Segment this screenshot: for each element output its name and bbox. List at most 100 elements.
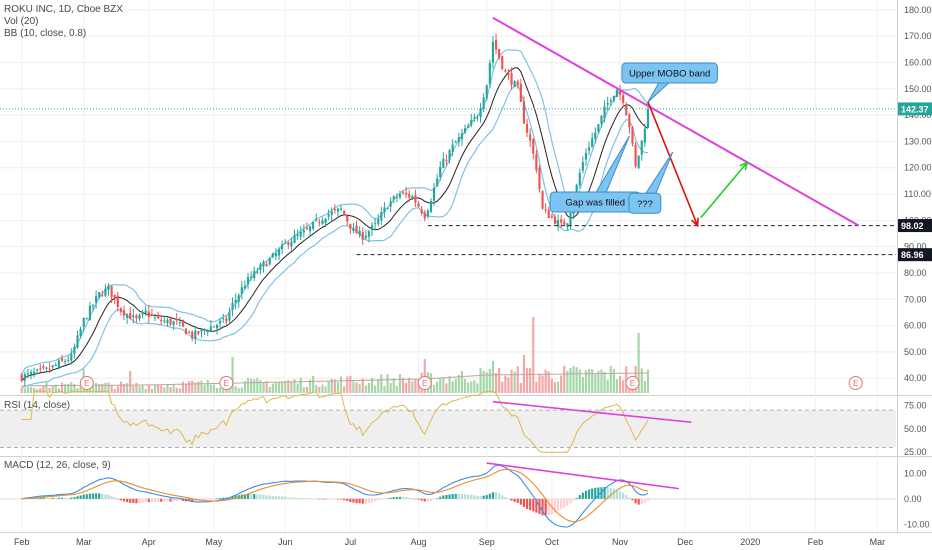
- candle-body: [110, 285, 113, 298]
- volume-bar: [222, 387, 225, 393]
- macd-histogram-bar: [541, 498, 544, 516]
- macd-histogram-bar: [352, 498, 355, 503]
- volume-bar: [566, 370, 569, 393]
- candle-body: [20, 374, 23, 381]
- macd-histogram-bar: [439, 496, 442, 499]
- volume-bar: [411, 381, 414, 393]
- macd-histogram-bar: [153, 498, 157, 502]
- candle-body: [463, 128, 467, 133]
- volume-bar: [361, 378, 364, 393]
- candle-body: [107, 285, 110, 291]
- candle-body: [209, 326, 212, 331]
- candle-body: [181, 319, 185, 327]
- macd-histogram-bar: [473, 495, 476, 499]
- macd-histogram-bar: [250, 494, 253, 499]
- macd-histogram-bar: [315, 498, 318, 500]
- volume-bar: [445, 383, 448, 393]
- macd-histogram-bar: [445, 495, 448, 499]
- candle-body: [315, 219, 318, 221]
- volume-bar: [141, 384, 144, 393]
- volume-bar: [510, 369, 513, 393]
- volume-bar: [460, 371, 464, 393]
- volume-bar: [640, 368, 643, 393]
- macd-histogram-bar: [380, 498, 383, 500]
- annotation-text: ???: [637, 199, 653, 210]
- volume-bar: [26, 386, 29, 393]
- volume-bar: [281, 381, 284, 393]
- macd-histogram-bar: [194, 498, 197, 502]
- volume-bar: [339, 376, 343, 393]
- candle-body: [188, 331, 191, 333]
- volume-bar: [147, 384, 150, 393]
- annotation-pointer: [647, 82, 670, 103]
- volume-bar: [284, 380, 287, 393]
- candle-body: [442, 158, 445, 168]
- macd-histogram-bar: [476, 495, 479, 499]
- volume-bar: [451, 381, 454, 393]
- price-tick-label: 80.00: [904, 268, 927, 278]
- candle-body: [445, 159, 448, 161]
- time-tick-label: Sep: [479, 537, 495, 547]
- candle-body: [482, 97, 485, 110]
- volume-bar: [436, 381, 439, 393]
- price-label-box: [898, 102, 932, 116]
- volume-bar: [274, 382, 278, 393]
- volume-bar: [367, 382, 371, 393]
- candle-body: [448, 150, 451, 161]
- candle-body: [147, 311, 150, 317]
- macd-histogram-bar: [408, 497, 411, 499]
- candle-body: [516, 81, 519, 86]
- candle-body: [194, 330, 197, 339]
- volume-bar: [138, 386, 141, 393]
- volume-bar: [191, 380, 194, 393]
- macd-histogram-bar: [336, 498, 340, 500]
- macd-histogram-bar: [364, 498, 367, 504]
- candle-body: [57, 360, 60, 368]
- candle-body: [432, 187, 436, 201]
- macd-histogram-bar: [271, 495, 274, 499]
- candle-body: [287, 242, 290, 245]
- candle-body: [191, 331, 194, 339]
- macd-histogram-bar: [88, 493, 91, 499]
- volume-bar: [110, 384, 113, 393]
- macd-histogram-bar: [324, 498, 327, 500]
- macd-histogram-bar: [578, 495, 581, 499]
- time-tick-label: Feb: [14, 537, 30, 547]
- volume-bar: [395, 385, 398, 393]
- macd-histogram-bar: [343, 498, 346, 501]
- volume-bar: [597, 370, 600, 393]
- macd-histogram-bar: [349, 498, 352, 502]
- volume-bar: [439, 377, 442, 393]
- volume-bar: [470, 381, 473, 393]
- candle-body: [600, 115, 603, 124]
- price-tick-label: 90.00: [904, 242, 927, 252]
- candle-body: [339, 208, 343, 210]
- candle-body: [184, 328, 188, 335]
- macd-histogram-bar: [91, 493, 95, 499]
- candle-body: [606, 102, 609, 105]
- macd-histogram-bar: [45, 497, 48, 499]
- volume-legend: Vol (20): [4, 16, 39, 27]
- volume-bar: [101, 383, 104, 393]
- volume-bar: [51, 385, 54, 393]
- candle-body: [597, 124, 600, 132]
- volume-bar: [473, 380, 476, 393]
- volume-bar: [206, 379, 209, 393]
- candle-body: [386, 208, 389, 210]
- candle-body: [634, 144, 637, 167]
- candle-body: [153, 317, 157, 319]
- volume-bar: [643, 381, 646, 393]
- bearish-projection-arrow-head: [691, 217, 699, 228]
- volume-bar: [271, 383, 274, 393]
- macd-histogram-bar: [203, 498, 206, 501]
- volume-bar: [95, 383, 98, 393]
- candle-body: [420, 209, 423, 214]
- volume-bar: [293, 379, 296, 393]
- macd-histogram-bar: [116, 498, 119, 500]
- candle-body: [377, 218, 380, 225]
- macd-histogram-bar: [188, 498, 191, 502]
- macd-histogram-bar: [243, 494, 247, 499]
- candle-body: [507, 72, 510, 75]
- volume-bar: [401, 377, 405, 393]
- bollinger-basis: [21, 67, 649, 382]
